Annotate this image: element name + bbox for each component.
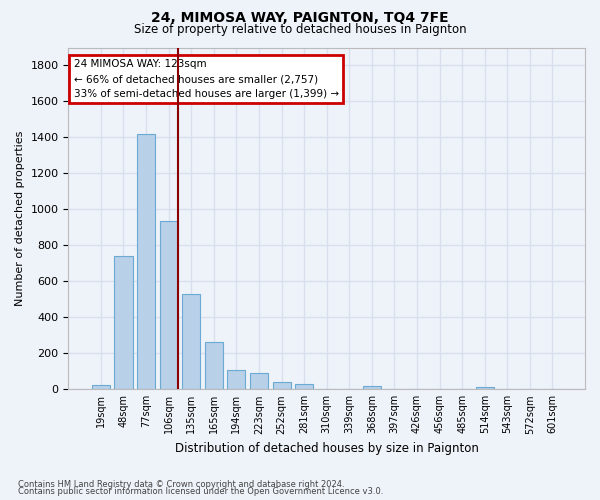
Bar: [182, 294, 200, 390]
Text: Contains public sector information licensed under the Open Government Licence v3: Contains public sector information licen…: [18, 487, 383, 496]
Text: 24 MIMOSA WAY: 123sqm
← 66% of detached houses are smaller (2,757)
33% of semi-d: 24 MIMOSA WAY: 123sqm ← 66% of detached …: [74, 60, 338, 99]
Bar: [160, 220, 178, 390]
Bar: [295, 384, 313, 390]
Y-axis label: Number of detached properties: Number of detached properties: [15, 130, 25, 306]
Text: Contains HM Land Registry data © Crown copyright and database right 2024.: Contains HM Land Registry data © Crown c…: [18, 480, 344, 489]
Text: 24, MIMOSA WAY, PAIGNTON, TQ4 7FE: 24, MIMOSA WAY, PAIGNTON, TQ4 7FE: [151, 12, 449, 26]
Bar: [205, 342, 223, 390]
Bar: [476, 386, 494, 390]
Bar: [115, 256, 133, 390]
Bar: [227, 370, 245, 390]
Bar: [137, 134, 155, 390]
Bar: [363, 386, 381, 390]
Bar: [92, 386, 110, 390]
Text: Size of property relative to detached houses in Paignton: Size of property relative to detached ho…: [134, 24, 466, 36]
X-axis label: Distribution of detached houses by size in Paignton: Distribution of detached houses by size …: [175, 442, 479, 455]
Bar: [272, 382, 290, 390]
Bar: [250, 373, 268, 390]
